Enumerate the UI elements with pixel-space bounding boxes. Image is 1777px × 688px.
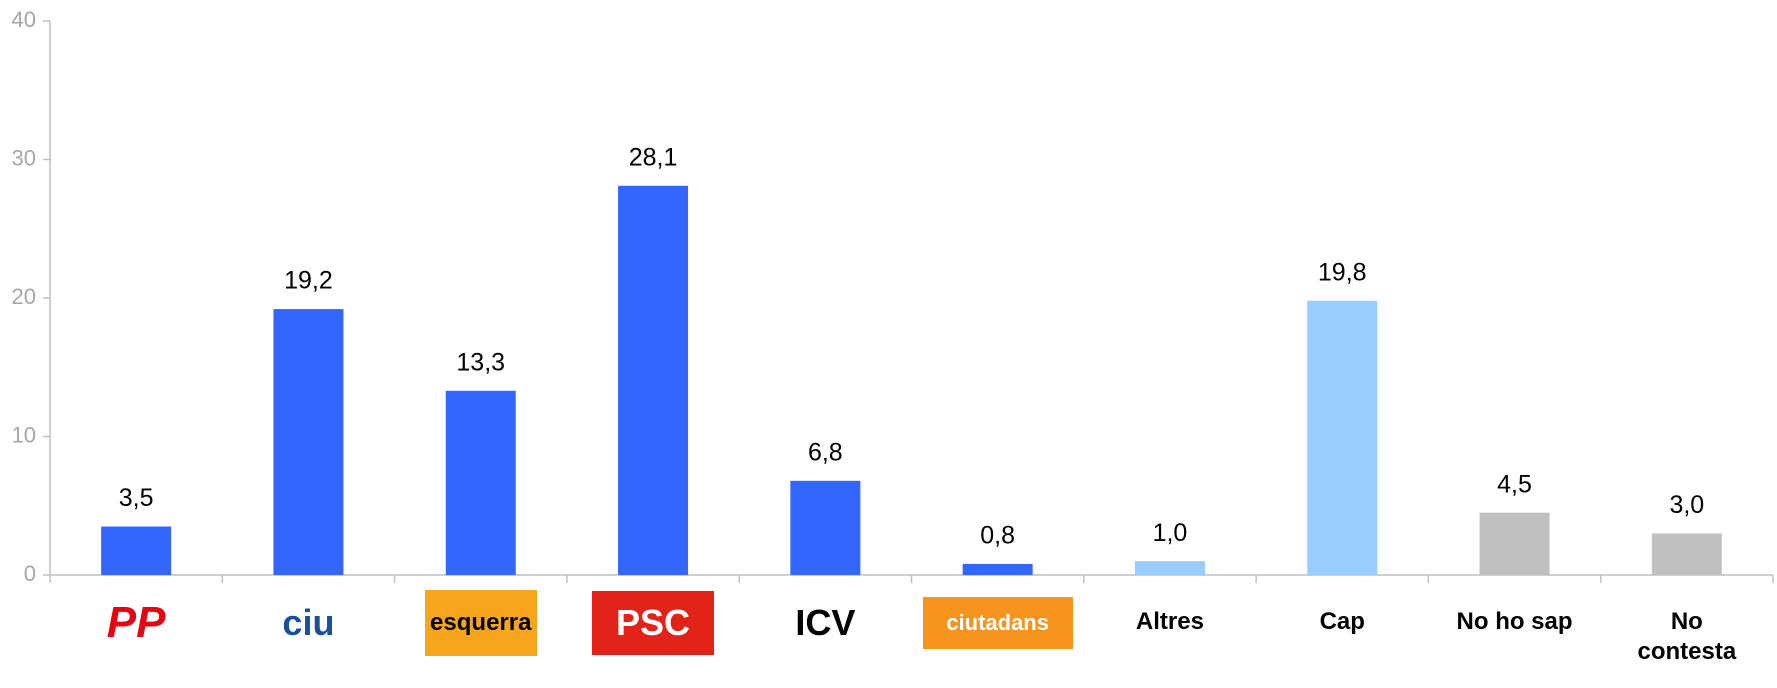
value-label: 13,3	[456, 348, 505, 376]
value-label: 19,2	[284, 267, 333, 295]
y-tick-label: 10	[12, 422, 36, 447]
bar	[101, 526, 172, 575]
party-logo: ciutadans	[922, 597, 1073, 649]
bar	[962, 563, 1033, 575]
value-label: 3,5	[119, 484, 154, 512]
y-tick-label: 0	[24, 561, 36, 586]
party-logo: ciu	[282, 602, 335, 643]
y-tick-label: 20	[12, 284, 36, 309]
y-tick-label: 30	[12, 145, 36, 170]
bar	[445, 390, 516, 575]
value-label: 1,0	[1153, 519, 1188, 547]
value-label: 3,0	[1669, 491, 1704, 519]
bar	[790, 480, 861, 575]
party-logo: ICV	[795, 602, 856, 643]
x-tick-label: No ho sap	[1456, 608, 1573, 635]
bar	[1134, 561, 1205, 575]
bar	[273, 309, 344, 575]
value-label: 4,5	[1497, 470, 1532, 498]
x-tick-label: No contesta	[1637, 608, 1737, 665]
x-tick-label: Altres	[1135, 608, 1204, 635]
party-logo: PP	[106, 598, 166, 647]
value-label: 0,8	[980, 522, 1015, 550]
value-label: 19,8	[1318, 258, 1367, 286]
x-tick-label: Cap	[1319, 608, 1365, 635]
bar	[618, 185, 689, 575]
party-logo: esquerra	[424, 590, 537, 656]
value-label: 28,1	[629, 143, 678, 171]
y-tick-label: 40	[12, 7, 36, 32]
value-label: 6,8	[808, 438, 843, 466]
bar	[1479, 512, 1550, 575]
party-logo: PSC	[592, 591, 715, 655]
bar	[1307, 300, 1378, 575]
bar	[1651, 533, 1722, 575]
